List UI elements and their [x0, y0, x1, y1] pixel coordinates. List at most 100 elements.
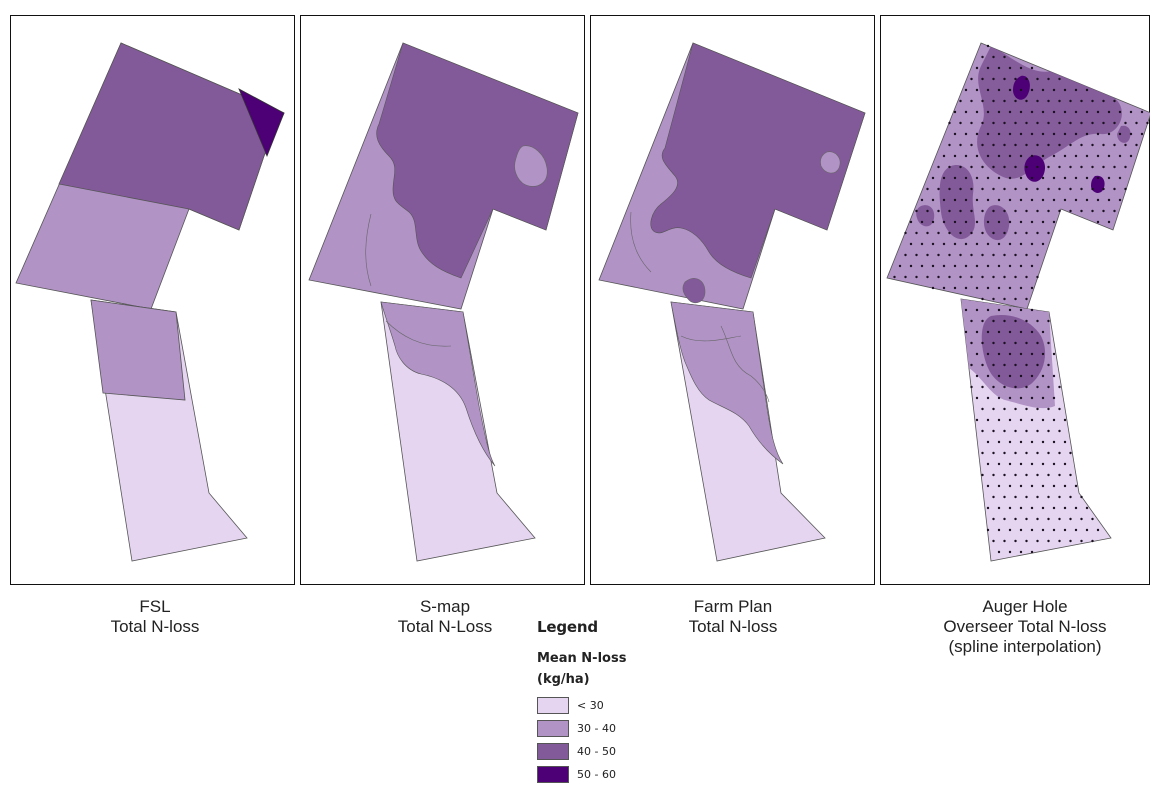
auger-hole-point: [1080, 165, 1083, 169]
auger-hole-point: [1047, 165, 1050, 169]
auger-hole-point: [970, 187, 973, 191]
auger-hole-point: [931, 242, 935, 246]
auger-hole-point: [986, 374, 990, 378]
auger-hole-point: [1030, 506, 1034, 510]
auger-hole-point: [920, 264, 924, 268]
auger-hole-point: [1102, 143, 1105, 147]
auger-hole-point: [948, 187, 951, 191]
auger-hole-point: [1047, 143, 1050, 147]
auger-hole-point: [1014, 385, 1017, 389]
auger-hole-point: [898, 264, 902, 268]
map-panel-auger-hole: [880, 15, 1150, 585]
auger-hole-point: [1041, 440, 1045, 444]
interpolated-zones-south: [961, 299, 1055, 409]
auger-hole-point: [997, 132, 1001, 136]
auger-hole-point: [986, 462, 990, 466]
auger-hole-point: [915, 253, 918, 257]
auger-hole-point: [975, 242, 979, 246]
auger-hole-point: [981, 143, 984, 147]
auger-hole-point: [1063, 154, 1067, 158]
auger-hole-point: [1019, 66, 1023, 70]
auger-hole-point: [893, 275, 896, 279]
auger-hole-point: [1047, 539, 1050, 543]
auger-hole-point: [1030, 418, 1034, 422]
auger-hole-point: [904, 253, 907, 257]
auger-hole-point: [1041, 484, 1045, 488]
auger-hole-point: [1003, 209, 1006, 213]
auger-hole-point: [981, 187, 984, 191]
auger-hole-point: [1003, 55, 1006, 59]
auger-hole-point: [1047, 407, 1050, 411]
auger-hole-point: [953, 220, 957, 224]
caption-line-1: S-map: [419, 597, 471, 616]
auger-hole-point: [1008, 352, 1012, 356]
auger-hole-point: [1008, 176, 1012, 180]
auger-hole-point: [975, 286, 979, 290]
auger-hole-point: [1146, 121, 1149, 125]
auger-hole-point: [964, 308, 968, 312]
auger-hole-point: [1129, 132, 1133, 136]
auger-hole-point: [992, 231, 995, 235]
auger-hole-point: [1096, 132, 1100, 136]
auger-hole-point: [975, 66, 979, 70]
auger-hole-point: [1036, 275, 1039, 279]
auger-hole-point: [1047, 363, 1050, 367]
auger-hole-point: [992, 209, 995, 213]
auger-hole-point: [975, 132, 979, 136]
auger-hole-point: [1008, 154, 1012, 158]
auger-hole-point: [997, 198, 1001, 202]
auger-hole-point: [970, 275, 973, 279]
auger-hole-point: [1058, 473, 1061, 477]
auger-hole-point: [975, 176, 979, 180]
auger-hole-point: [904, 231, 907, 235]
auger-hole-point: [1080, 187, 1083, 191]
auger-hole-point: [948, 121, 951, 125]
auger-hole-point: [1085, 110, 1089, 114]
auger-hole-point: [1008, 374, 1012, 378]
auger-hole-point: [964, 286, 968, 290]
auger-hole-point: [1025, 165, 1028, 169]
auger-hole-point: [981, 319, 984, 323]
auger-hole-point: [1003, 99, 1006, 103]
auger-hole-point: [937, 275, 940, 279]
auger-hole-point: [915, 275, 918, 279]
auger-hole-point: [926, 253, 929, 257]
soil-boundary-line: [365, 213, 372, 287]
auger-hole-point: [986, 44, 990, 48]
auger-hole-point: [970, 341, 973, 345]
zone-30-40-south: [380, 301, 496, 467]
auger-hole-point: [1063, 440, 1067, 444]
auger-hole-point: [970, 143, 973, 147]
auger-hole-point: [1003, 363, 1006, 367]
auger-hole-point: [997, 396, 1001, 400]
auger-hole-point: [1014, 495, 1017, 499]
auger-hole-point: [1008, 66, 1012, 70]
auger-hole-point: [926, 209, 929, 213]
auger-hole-point: [1052, 528, 1056, 532]
auger-hole-point: [986, 220, 990, 224]
auger-hole-point: [1036, 319, 1039, 323]
auger-hole-point: [1003, 143, 1006, 147]
auger-hole-point: [997, 88, 1001, 92]
auger-hole-point: [992, 363, 995, 367]
auger-hole-point: [992, 275, 995, 279]
auger-hole-point: [926, 231, 929, 235]
soil-boundary-line-south: [385, 320, 452, 347]
auger-hole-point: [1025, 77, 1028, 81]
auger-hole-point: [1025, 187, 1028, 191]
auger-hole-point: [1041, 528, 1045, 532]
auger-hole-point: [1008, 308, 1012, 312]
auger-hole-point: [1047, 187, 1050, 191]
auger-hole-point: [942, 286, 946, 290]
auger-hole-point: [1091, 517, 1094, 521]
auger-hole-point: [964, 242, 968, 246]
auger-hole-point: [948, 165, 951, 169]
auger-hole-point: [1019, 110, 1023, 114]
auger-hole-point: [1036, 253, 1039, 257]
auger-hole-point: [959, 99, 962, 103]
auger-hole-point: [981, 99, 984, 103]
auger-hole-point: [1058, 77, 1061, 81]
auger-hole-point: [1019, 176, 1023, 180]
caption-line-2: Total N-loss: [688, 617, 778, 636]
auger-hole-point: [1019, 418, 1023, 422]
